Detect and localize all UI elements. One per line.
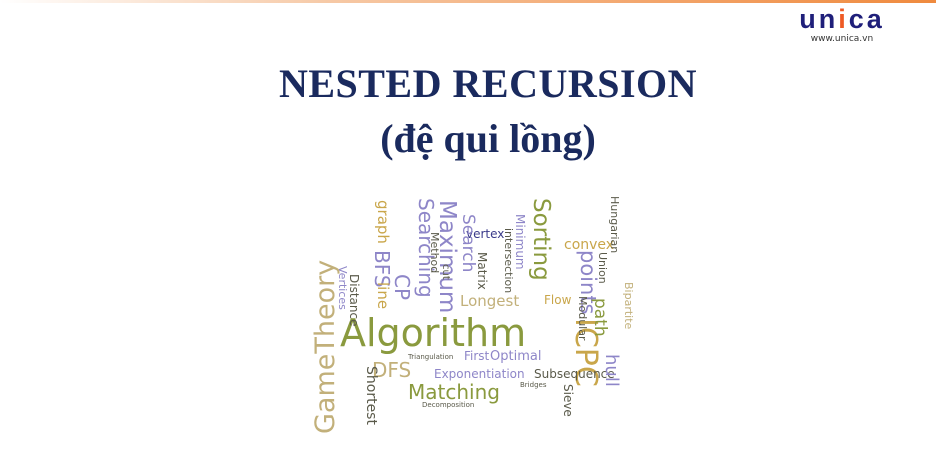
- cloud-word: GameTheory: [310, 259, 341, 434]
- cloud-word: Flow: [544, 293, 572, 307]
- cloud-word: Subsequence: [534, 367, 615, 381]
- cloud-word: Bridges: [520, 381, 547, 389]
- cloud-word: Algorithm: [340, 311, 527, 355]
- cloud-word: path: [590, 298, 610, 337]
- slide-subtitle: (đệ qui lồng): [380, 116, 596, 161]
- brand-block: unica www.unica.vn: [794, 4, 890, 44]
- cloud-word: Method: [428, 232, 441, 274]
- cloud-word: line: [374, 282, 392, 310]
- unica-logo: unica: [799, 4, 885, 34]
- cloud-word: First: [464, 349, 490, 363]
- slide-title: NESTED RECURSION: [278, 61, 698, 106]
- cloud-word: convex: [564, 237, 615, 253]
- cloud-word: Triangulation: [408, 353, 454, 361]
- cloud-word: cut: [440, 264, 451, 280]
- cloud-word: Matching: [408, 380, 500, 404]
- word-cloud-image: Algorithm GameTheory Searching Maximum S…: [308, 186, 634, 438]
- cloud-word: Hungarian: [608, 196, 621, 254]
- cloud-word: Distance: [347, 274, 361, 327]
- cloud-word: CP: [390, 274, 414, 301]
- cloud-word: graph: [374, 200, 392, 244]
- cloud-word: Sorting: [528, 198, 554, 281]
- cloud-word: Shortest: [363, 366, 379, 425]
- cloud-word: hull: [601, 354, 622, 387]
- cloud-word: Optimal: [490, 349, 542, 364]
- cloud-word: Search: [458, 214, 478, 273]
- cloud-word: DFS: [372, 358, 412, 382]
- cloud-word: Exponentiation: [434, 367, 525, 381]
- top-accent-rule: [0, 0, 936, 3]
- cloud-word: vertex: [466, 227, 505, 241]
- cloud-word: Decomposition: [422, 401, 475, 409]
- brand-url: www.unica.vn: [810, 34, 874, 44]
- cloud-word: Longest: [460, 292, 520, 310]
- cloud-word: Bipartite: [622, 282, 634, 330]
- cloud-word: Minimum: [513, 214, 527, 270]
- cloud-word: Vertices: [336, 266, 349, 310]
- cloud-word: Union: [596, 252, 609, 284]
- cloud-word: Sieve: [561, 384, 575, 417]
- cloud-word: Modular: [576, 296, 589, 341]
